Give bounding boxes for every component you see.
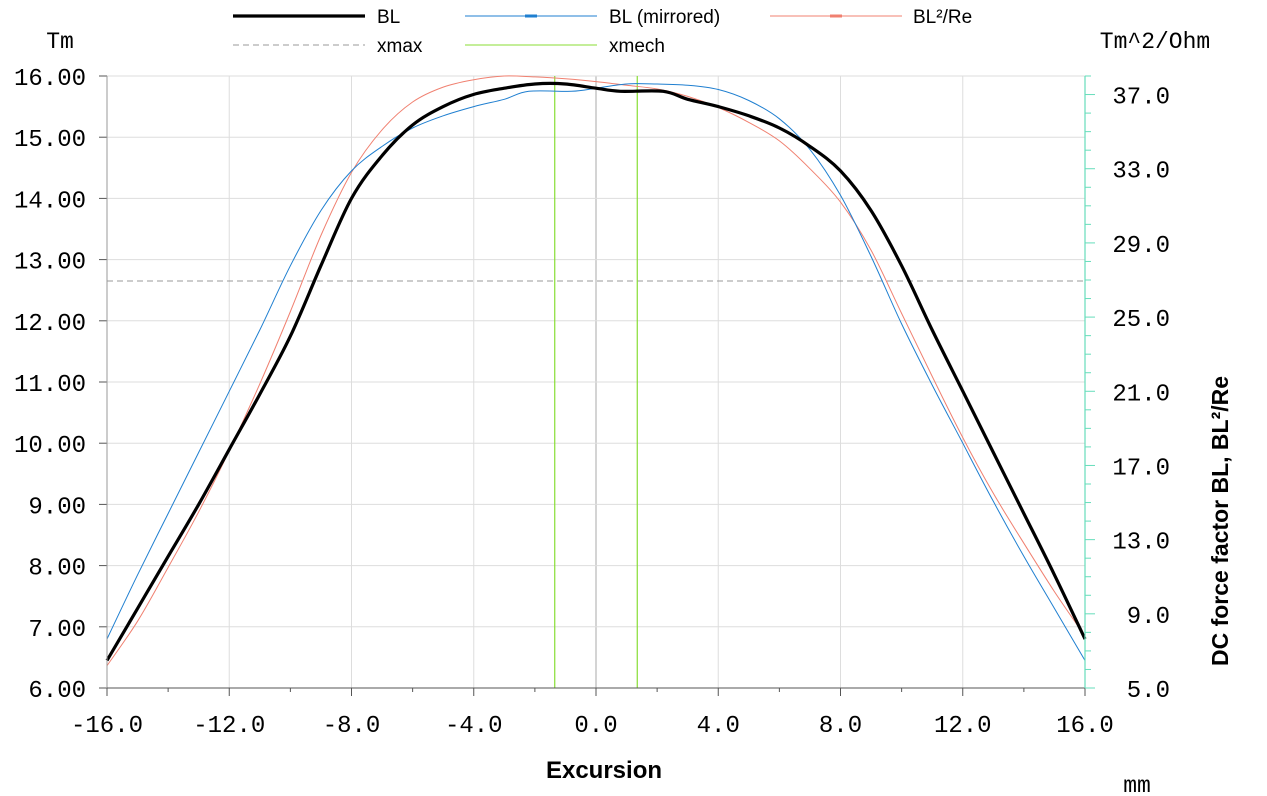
x-axis-title: Excursion: [546, 757, 662, 784]
legend-label-bl: BL: [377, 7, 400, 28]
x-tick-label: -12.0: [193, 713, 265, 740]
y2-axis-unit: Tm^2/Ohm: [1100, 29, 1210, 55]
legend-label-xmech: xmech: [609, 36, 665, 57]
legend-marker-bl-mirrored-: [525, 14, 537, 18]
x-tick-label: 8.0: [819, 713, 862, 740]
y2-tick-label: 13.0: [1112, 530, 1170, 557]
y2-tick-label: 17.0: [1112, 455, 1170, 482]
y2-axis-title: DC force factor BL, BL²/Re: [1207, 376, 1233, 666]
y2-tick-label: 5.0: [1127, 678, 1170, 705]
bl-series-line: [105, 81, 1087, 662]
y2-tick-label: 9.0: [1127, 604, 1170, 631]
x-tick-label: 16.0: [1056, 713, 1114, 740]
y-tick-label: 8.00: [28, 556, 86, 583]
y-tick-label: 10.00: [14, 433, 86, 460]
y-tick-label: 16.00: [14, 66, 86, 93]
y-tick-label: 6.00: [28, 678, 86, 705]
x-tick-label: 4.0: [697, 713, 740, 740]
grid: [106, 75, 1086, 689]
y-tick-label: 15.00: [14, 127, 86, 154]
legend-label-bl-re: BL²/Re: [913, 7, 972, 28]
x-axis-unit: mm: [1123, 773, 1151, 796]
y-axis-unit: Tm: [46, 29, 74, 55]
y-tick-label: 12.00: [14, 311, 86, 338]
series-layer: [105, 75, 1087, 688]
y-tick-label: 9.00: [28, 494, 86, 521]
legend-marker-bl-re: [830, 14, 842, 18]
y2-axis-ticks: 5.0 9.0 13.0 17.0 21.0 25.0 29.0 33.0 37.0: [1085, 75, 1170, 705]
y2-tick-label: 29.0: [1112, 233, 1170, 260]
x-tick-label: -8.0: [323, 713, 381, 740]
y2-tick-label: 21.0: [1112, 381, 1170, 408]
axes: [106, 76, 1086, 689]
legend-label-xmax: xmax: [377, 36, 423, 57]
x-tick-label: -16.0: [71, 713, 143, 740]
x-tick-label: 12.0: [934, 713, 992, 740]
y2-tick-label: 37.0: [1112, 85, 1170, 112]
bl2-re-series-line: [106, 75, 1086, 666]
y-tick-label: 7.00: [28, 617, 86, 644]
x-tick-label: 0.0: [574, 713, 617, 740]
y-tick-label: 13.00: [14, 250, 86, 277]
y-tick-label: 14.00: [14, 188, 86, 215]
legend-label-bl-mirrored-: BL (mirrored): [609, 7, 720, 28]
y2-tick-label: 25.0: [1112, 307, 1170, 334]
y-axis-ticks: 6.00 7.00 8.00 9.00 10.00 11.00 12.00 13.00 14.0…: [14, 66, 107, 705]
x-tick-label: -4.0: [445, 713, 503, 740]
y-tick-label: 11.00: [14, 372, 86, 399]
legend: BL BL (mirrored) BL²/Re xmax xmech: [233, 7, 972, 57]
x-axis-ticks: -16.0 -12.0 -8.0 -4.0 0.0 4.0 8.0 12.0 16.0: [71, 688, 1114, 740]
y2-tick-label: 33.0: [1112, 159, 1170, 186]
